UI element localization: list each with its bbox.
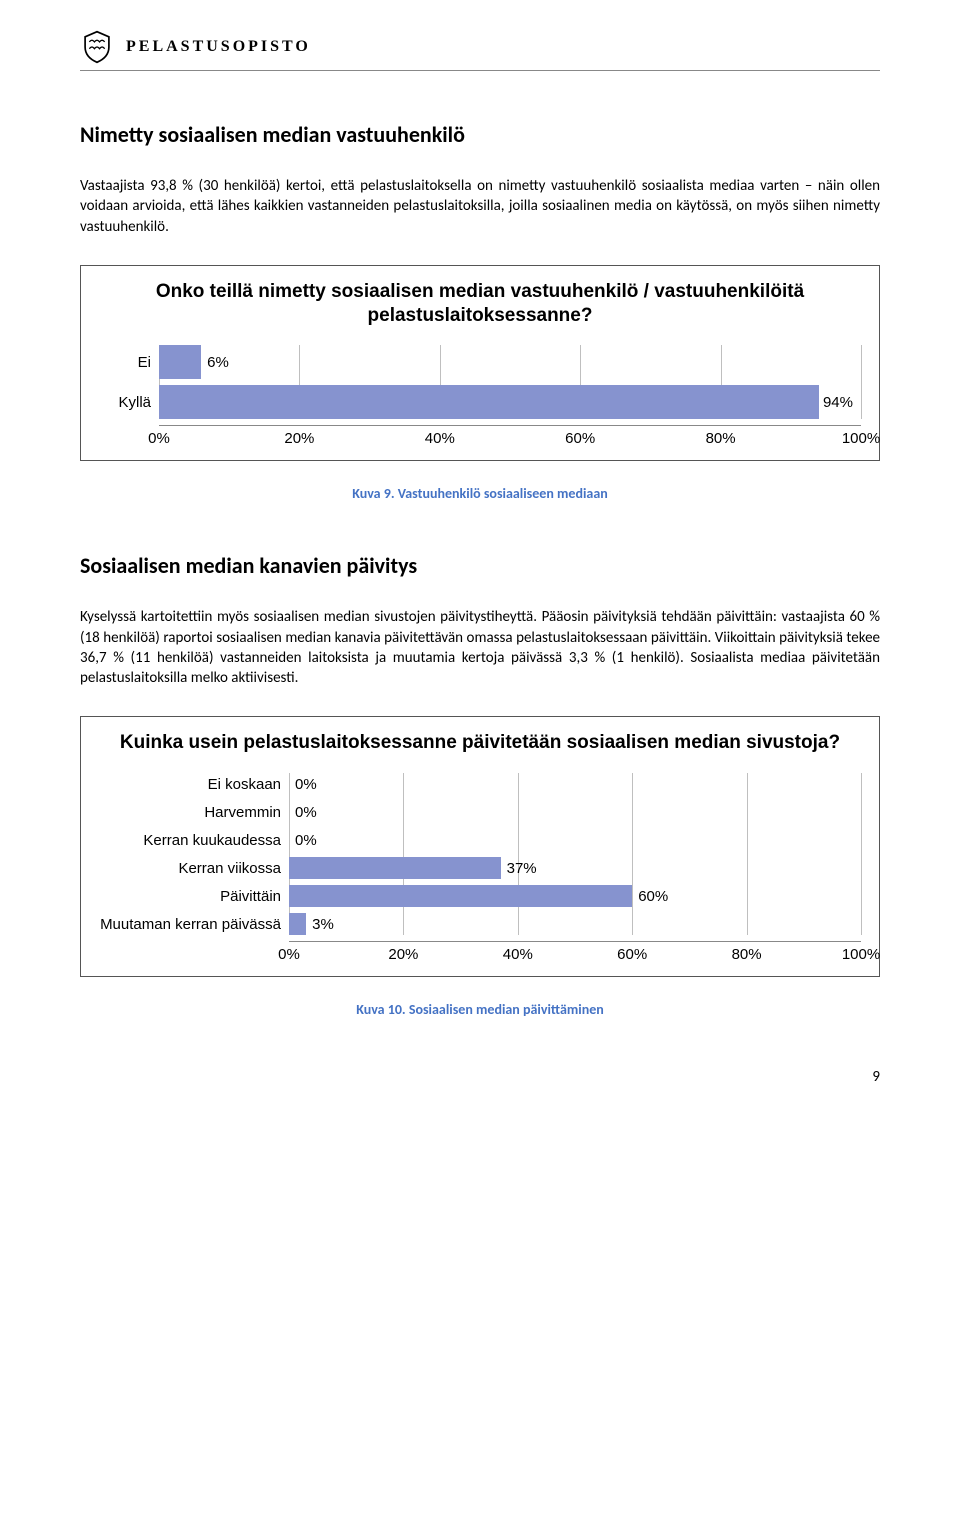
shield-logo-icon (80, 30, 114, 64)
chart-bar-value: 0% (295, 776, 317, 793)
chart-gridline (861, 773, 862, 935)
chart-bar-row: Ei koskaan 0% (99, 773, 861, 795)
chart-bar-label: Kerran kuukaudessa (99, 832, 289, 849)
section2-paragraph: Kyselyssä kartoitettiin myös sosiaalisen… (80, 607, 880, 688)
chart-x-tick-label: 100% (842, 946, 880, 963)
chart-bar-track: 0% (289, 773, 861, 795)
chart-bar-fill (159, 385, 819, 419)
chart-bar-track: 0% (289, 801, 861, 823)
chart-x-tick-label: 40% (425, 430, 455, 447)
chart-bar-label: Muutaman kerran päivässä (99, 916, 289, 933)
org-name: PELASTUSOPISTO (126, 38, 311, 56)
chart-gridline (289, 773, 290, 935)
chart-x-tick-label: 80% (706, 430, 736, 447)
chart-bar-row: Kerran kuukaudessa 0% (99, 829, 861, 851)
chart-bar-value: 3% (312, 916, 334, 933)
chart-bar-fill (159, 345, 201, 379)
chart-bar-label: Ei (99, 354, 159, 371)
chart-bar-label: Kyllä (99, 394, 159, 411)
chart-bar-row: Kerran viikossa 37% (99, 857, 861, 879)
caption-2: Kuva 10. Sosiaalisen median päivittämine… (80, 1001, 880, 1018)
chart-bar-value: 37% (507, 860, 537, 877)
chart-gridline (747, 773, 748, 935)
chart-x-tick-label: 60% (565, 430, 595, 447)
section2-title: Sosiaalisen median kanavien päivitys (80, 552, 880, 579)
chart-x-tick-label: 0% (278, 946, 300, 963)
chart-x-tick-label: 100% (842, 430, 880, 447)
chart-bar-track: 37% (289, 857, 861, 879)
chart-bar-row: Kyllä 94% (99, 385, 861, 419)
chart-bar-label: Päivittäin (99, 888, 289, 905)
chart-bar-fill (289, 857, 501, 879)
chart-x-tick-label: 80% (732, 946, 762, 963)
chart-gridline (518, 773, 519, 935)
chart-2: Kuinka usein pelastuslaitoksessanne päiv… (80, 716, 880, 977)
chart-x-axis: 0%20%40%60%80%100% (159, 425, 861, 450)
chart-bar-label: Kerran viikossa (99, 860, 289, 877)
chart-bar-track: 3% (289, 913, 861, 935)
chart-bar-fill (289, 885, 632, 907)
chart-bar-track: 6% (159, 345, 861, 379)
chart-bar-track: 94% (159, 385, 861, 419)
chart-x-tick-label: 60% (617, 946, 647, 963)
chart1-title: Onko teillä nimetty sosiaalisen median v… (99, 280, 861, 328)
chart-gridline (403, 773, 404, 935)
chart-x-axis: 0%20%40%60%80%100% (289, 941, 861, 966)
chart-bar-label: Ei koskaan (99, 776, 289, 793)
chart-gridline (861, 345, 862, 419)
chart-bar-value: 0% (295, 832, 317, 849)
chart-bar-track: 60% (289, 885, 861, 907)
chart-1: Onko teillä nimetty sosiaalisen median v… (80, 265, 880, 462)
chart-bar-value: 6% (207, 354, 229, 371)
chart-bar-value: 94% (823, 394, 853, 411)
chart2-plot-area: Ei koskaan0%Harvemmin0%Kerran kuukaudess… (99, 773, 861, 966)
chart-bar-fill (289, 913, 306, 935)
section1-title: Nimetty sosiaalisen median vastuuhenkilö (80, 121, 880, 148)
chart2-title: Kuinka usein pelastuslaitoksessanne päiv… (99, 731, 861, 755)
chart-x-tick-label: 0% (148, 430, 170, 447)
caption-1: Kuva 9. Vastuuhenkilö sosiaaliseen media… (80, 485, 880, 502)
page-number: 9 (80, 1068, 880, 1086)
chart-bar-value: 60% (638, 888, 668, 905)
chart-bar-row: Harvemmin 0% (99, 801, 861, 823)
chart-bar-row: Ei 6% (99, 345, 861, 379)
chart-x-tick-label: 20% (388, 946, 418, 963)
chart-bar-label: Harvemmin (99, 804, 289, 821)
chart-x-tick-label: 40% (503, 946, 533, 963)
page-header: PELASTUSOPISTO (80, 30, 880, 71)
chart-bar-track: 0% (289, 829, 861, 851)
chart-bar-value: 0% (295, 804, 317, 821)
chart-x-tick-label: 20% (284, 430, 314, 447)
chart-gridline (632, 773, 633, 935)
section1-paragraph: Vastaajista 93,8 % (30 henkilöä) kertoi,… (80, 176, 880, 237)
chart-bar-row: Päivittäin 60% (99, 885, 861, 907)
chart1-plot-area: Ei6%Kyllä94%0%20%40%60%80%100% (99, 345, 861, 450)
chart-bar-row: Muutaman kerran päivässä 3% (99, 913, 861, 935)
